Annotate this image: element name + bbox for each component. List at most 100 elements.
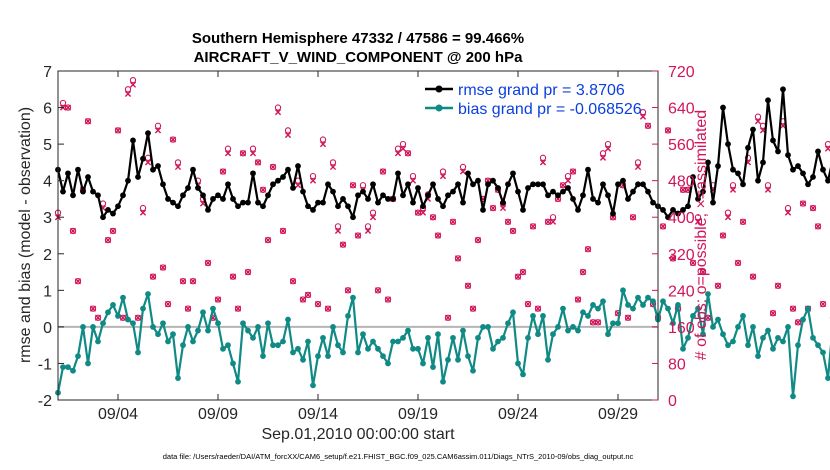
bias-point	[175, 375, 181, 381]
obs-possible-point	[514, 273, 522, 280]
obs-assimilated-point	[114, 127, 122, 134]
obs-possible-point	[224, 145, 232, 152]
rmse-point	[760, 159, 766, 166]
obs-possible-point	[754, 113, 762, 120]
bias-point	[680, 345, 686, 352]
bias-point	[470, 367, 476, 374]
legend-bias-marker	[435, 104, 443, 112]
obs-assimilated-point	[579, 268, 587, 276]
obs-assimilated-point	[404, 150, 412, 157]
y-axis-label-right: # of obs: o=possible; ×=assimilated	[693, 110, 710, 360]
rmse-point	[540, 181, 546, 188]
bias-point	[785, 323, 791, 330]
obs-possible-point	[579, 268, 587, 276]
rmse-point	[380, 192, 386, 199]
bias-point	[290, 349, 296, 356]
obs-assimilated-point	[784, 209, 792, 216]
bias-point	[300, 356, 306, 363]
rmse-point	[330, 188, 336, 195]
obs-possible-point	[734, 259, 742, 267]
bias-point	[360, 331, 366, 338]
rmse-point	[695, 196, 701, 202]
obs-assimilated-point	[659, 223, 667, 230]
y-tick-label-right: 160	[668, 320, 695, 337]
bias-point	[145, 291, 151, 297]
obs-assimilated-point	[349, 182, 357, 189]
obs-possible-point	[404, 150, 412, 157]
bias-point	[585, 313, 591, 319]
bias-point	[270, 342, 276, 349]
obs-possible-point	[379, 168, 387, 175]
rmse-point	[395, 170, 401, 177]
rmse-point	[110, 210, 116, 217]
rmse-point	[390, 196, 396, 202]
bias-point	[150, 323, 156, 330]
obs-assimilated-point	[789, 305, 797, 312]
bias-point	[665, 305, 671, 312]
bias-point	[560, 305, 566, 312]
rmse-point	[310, 207, 316, 213]
bias-point	[365, 345, 371, 352]
bias-point	[165, 338, 171, 345]
obs-assimilated-point	[719, 232, 727, 239]
obs-possible-point	[794, 319, 802, 326]
obs-possible-point	[124, 86, 132, 93]
bias-point	[410, 345, 416, 352]
obs-assimilated-point	[244, 268, 252, 276]
rmse-point	[780, 86, 786, 93]
rmse-point	[290, 185, 296, 191]
obs-assimilated-point	[634, 163, 642, 171]
obs-possible-point	[814, 223, 822, 230]
rmse-point	[730, 166, 736, 173]
obs-possible-point	[639, 108, 647, 116]
bias-point	[605, 331, 611, 338]
rmse-point	[805, 181, 811, 188]
rmse-point	[750, 126, 756, 133]
y-tick-label-left: 0	[43, 320, 52, 337]
obs-possible-point	[259, 186, 267, 193]
obs-assimilated-point	[679, 186, 687, 193]
obs-possible-point	[574, 296, 582, 303]
y-tick-label-left: -1	[38, 356, 52, 373]
obs-possible-point	[474, 236, 482, 244]
bias-point	[575, 327, 581, 334]
obs-assimilated-point	[174, 163, 182, 171]
rmse-point	[605, 192, 611, 199]
bias-point	[565, 327, 571, 334]
rmse-point	[415, 185, 421, 191]
rmse-point	[500, 199, 506, 206]
rmse-point	[595, 199, 601, 206]
obs-assimilated-point	[94, 314, 102, 321]
rmse-point	[200, 192, 206, 199]
x-tick-label: 09/29	[598, 406, 638, 423]
bias-point	[820, 349, 826, 356]
obs-assimilated-point	[559, 182, 567, 189]
bias-point	[415, 345, 421, 352]
rmse-point	[245, 199, 251, 206]
obs-assimilated-point	[334, 227, 342, 235]
rmse-point	[325, 181, 331, 188]
obs-assimilated-point	[774, 282, 782, 289]
obs-assimilated-point	[119, 314, 127, 321]
obs-assimilated-point	[289, 278, 297, 285]
rmse-point	[800, 170, 806, 177]
obs-assimilated-point	[339, 241, 347, 248]
bias-point	[195, 327, 201, 334]
obs-possible-point	[364, 223, 372, 230]
obs-possible-point	[329, 159, 337, 166]
rmse-point	[275, 177, 281, 184]
rmse-point	[735, 170, 741, 177]
obs-possible-point	[469, 305, 477, 312]
rmse-point	[65, 170, 71, 177]
y-tick-label-left: -2	[38, 393, 52, 410]
obs-possible-point	[359, 182, 367, 189]
obs-possible-point	[539, 154, 547, 161]
obs-possible-point	[544, 218, 552, 225]
bias-point	[475, 334, 481, 341]
obs-assimilated-point	[274, 109, 282, 116]
bias-point	[285, 316, 291, 323]
obs-assimilated-point	[229, 273, 237, 280]
obs-assimilated-point	[374, 287, 382, 294]
obs-possible-point	[569, 168, 577, 175]
rmse-point	[345, 203, 351, 210]
